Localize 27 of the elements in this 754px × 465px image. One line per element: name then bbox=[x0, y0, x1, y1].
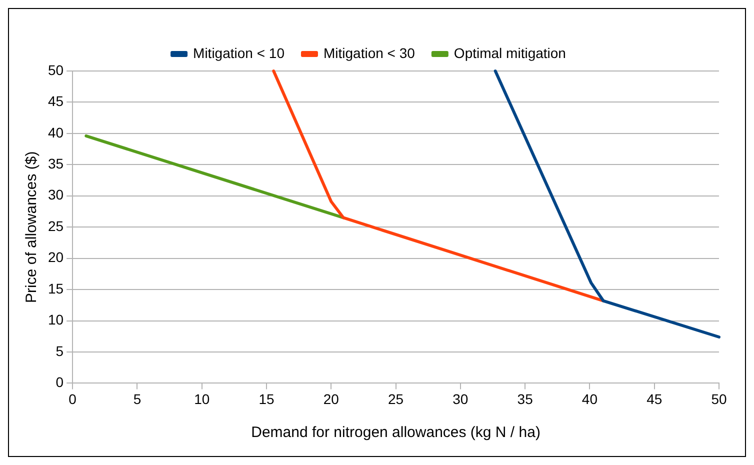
legend-label: Optimal mitigation bbox=[454, 44, 566, 61]
y-tick-label: 25 bbox=[48, 218, 64, 234]
legend-label: Mitigation < 30 bbox=[323, 44, 416, 61]
x-tick-label: 45 bbox=[646, 391, 662, 408]
x-tick-label: 25 bbox=[388, 391, 404, 408]
x-tick-label: 15 bbox=[258, 391, 274, 408]
y-tick-label: 35 bbox=[48, 156, 64, 172]
y-tick-label: 40 bbox=[48, 124, 64, 140]
x-tick-label: 50 bbox=[711, 391, 727, 408]
x-tick-label: 35 bbox=[517, 391, 534, 408]
x-tick-label: 40 bbox=[582, 391, 598, 408]
y-tick-label: 50 bbox=[48, 62, 64, 78]
y-axis-title: Price of allowances ($) bbox=[23, 151, 40, 303]
legend-label: Mitigation < 10 bbox=[193, 44, 285, 61]
x-axis-title: Demand for nitrogen allowances (kg N / ha) bbox=[251, 424, 540, 442]
y-tick-label: 10 bbox=[48, 312, 64, 328]
y-tick-label: 15 bbox=[48, 280, 64, 296]
y-tick-label: 0 bbox=[56, 374, 64, 390]
x-tick-label: 5 bbox=[133, 391, 142, 408]
y-tick-label: 20 bbox=[48, 249, 64, 266]
x-tick-label: 30 bbox=[452, 391, 468, 408]
x-tick-label: 0 bbox=[68, 391, 77, 408]
x-tick-label: 10 bbox=[194, 391, 210, 408]
y-tick-label: 5 bbox=[56, 342, 64, 359]
y-tick-label: 45 bbox=[48, 93, 64, 110]
y-tick-label: 30 bbox=[48, 186, 64, 203]
x-tick-label: 20 bbox=[323, 391, 340, 408]
